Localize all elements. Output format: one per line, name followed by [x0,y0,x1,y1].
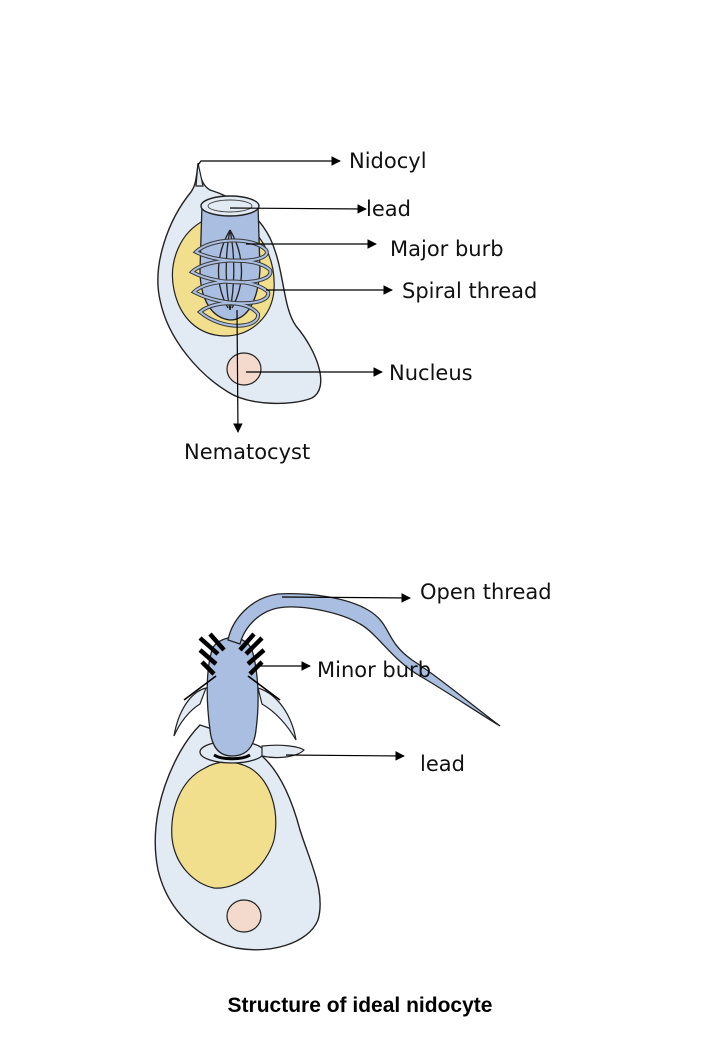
undischarged-nidocyte: Nidocyl lead Major burb Spiral thread Nu… [157,149,537,464]
label-minor-burb: Minor burb [317,658,431,682]
label-open-thread: Open thread [420,580,552,604]
everted-tube [206,636,259,757]
lead-pointer-bottom [285,751,405,761]
label-spiral-thread: Spiral thread [402,279,537,303]
tube-base-rim [213,753,251,761]
lead-pointer [229,204,367,214]
discharged-nidocyte: Open thread Minor burb lead [154,580,552,951]
left-spine [173,687,207,737]
open-thread-pointer [281,593,411,603]
label-nucleus-top: Nucleus [389,361,473,385]
nematocyst-pointer [233,309,243,433]
figure-caption: Structure of ideal nidocyte [228,994,493,1017]
minor-barbs [198,632,266,676]
nidocyl-bristle [195,162,204,187]
right-spine [257,687,297,741]
spine-ribs [183,675,281,701]
open-thread [227,592,501,727]
label-major-burb: Major burb [390,237,504,261]
label-lead-top: lead [366,197,411,221]
label-lead-bottom: lead [420,752,465,776]
label-nidocyl: Nidocyl [349,149,427,173]
nucleus-bottom [226,899,262,933]
capsule-bottom [171,761,277,889]
nucleus-top [226,352,262,386]
nidocyl-pointer [197,156,341,166]
label-nematocyst: Nematocyst [184,440,310,464]
spiral-thread-inner [190,239,272,327]
lead-flap [261,744,305,759]
pointers-top [197,156,393,433]
pointers-bottom [258,593,411,761]
lead-ring-inner-top [207,199,253,213]
